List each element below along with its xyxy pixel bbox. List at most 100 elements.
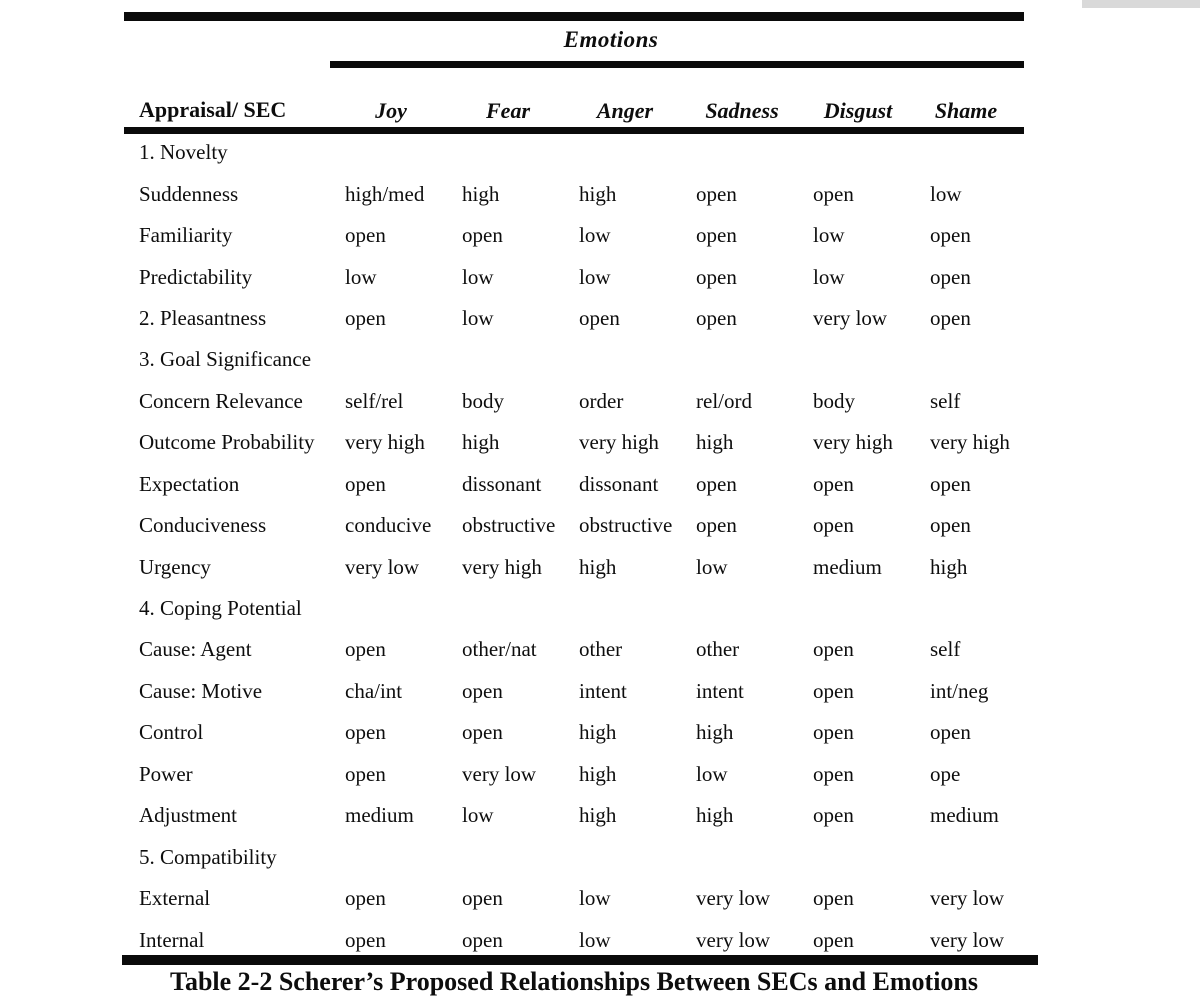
- cell-joy: very high: [345, 430, 425, 455]
- column-header-disgust: Disgust: [823, 98, 893, 123]
- cell-disgust: low: [813, 264, 845, 289]
- cell-joy: open: [345, 927, 386, 952]
- table-row: Conduciveness conducive obstructive obst…: [124, 505, 1024, 546]
- cell-fear: obstructive: [462, 513, 556, 538]
- cell-fear: body: [462, 388, 504, 413]
- cell-shame: very low: [930, 886, 1005, 911]
- table-row: Cause: Agent open other/nat other other …: [124, 629, 1024, 670]
- table-row: Familiarity open open low open low open: [124, 215, 1024, 256]
- cell-anger: low: [579, 886, 611, 911]
- cell-joy: open: [345, 637, 386, 662]
- row-label: 1. Novelty: [139, 140, 228, 165]
- cell-anger: dissonant: [579, 471, 659, 496]
- cell-shame: open: [930, 471, 971, 496]
- cell-disgust: low: [813, 223, 845, 248]
- cell-sadness: open: [696, 181, 737, 206]
- table-row: Cause: Motive cha/int open intent intent…: [124, 671, 1024, 712]
- cell-joy: open: [345, 471, 386, 496]
- header-rule: [124, 127, 1024, 134]
- scan-artifact: [1082, 0, 1200, 8]
- cell-disgust: open: [813, 471, 854, 496]
- table-row: Urgency very low very high high low medi…: [124, 546, 1024, 587]
- cell-disgust: open: [813, 761, 854, 786]
- cell-disgust: open: [813, 678, 854, 703]
- table-row-section: 3. Goal Significance: [124, 339, 1024, 380]
- cell-fear: high: [462, 430, 500, 455]
- cell-disgust: open: [813, 886, 854, 911]
- cell-anger: high: [579, 554, 617, 579]
- row-label: Adjustment: [139, 803, 237, 828]
- row-label: Concern Relevance: [139, 388, 303, 413]
- cell-fear: other/nat: [462, 637, 537, 662]
- table-row: External open open low very low open ver…: [124, 878, 1024, 919]
- table-bottom-rule: [122, 955, 1038, 965]
- cell-shame: low: [930, 181, 962, 206]
- cell-anger: intent: [579, 678, 627, 703]
- cell-shame: open: [930, 223, 971, 248]
- cell-fear: low: [462, 803, 494, 828]
- emotions-group-header: Emotions: [563, 27, 659, 52]
- cell-disgust: very low: [813, 305, 888, 330]
- cell-anger: high: [579, 803, 617, 828]
- cell-sadness: high: [696, 803, 734, 828]
- table-body: 1. Novelty Suddenness high/med high high…: [124, 132, 1024, 961]
- cell-shame: medium: [930, 803, 999, 828]
- cell-shame: int/neg: [930, 678, 989, 703]
- cell-joy: open: [345, 223, 386, 248]
- cell-anger: low: [579, 223, 611, 248]
- table-row: Power open very low high low open ope: [124, 754, 1024, 795]
- cell-anger: other: [579, 637, 623, 662]
- cell-fear: open: [462, 886, 503, 911]
- table-row: Concern Relevance self/rel body order re…: [124, 381, 1024, 422]
- cell-sadness: rel/ord: [696, 388, 752, 413]
- cell-fear: very high: [462, 554, 542, 579]
- row-label: 2. Pleasantness: [139, 305, 267, 330]
- row-label: External: [139, 886, 211, 911]
- cell-disgust: open: [813, 513, 854, 538]
- cell-joy: high/med: [345, 181, 425, 206]
- row-label: Predictability: [139, 264, 253, 289]
- row-label: Cause: Agent: [139, 637, 252, 662]
- row-label: 4. Coping Potential: [139, 596, 302, 621]
- column-header-shame: Shame: [934, 98, 998, 123]
- table-row: Suddenness high/med high high open open …: [124, 173, 1024, 214]
- row-label: 3. Goal Significance: [139, 347, 312, 372]
- table-row: Expectation open dissonant dissonant ope…: [124, 464, 1024, 505]
- column-header-anger: Anger: [596, 98, 654, 123]
- cell-fear: low: [462, 264, 494, 289]
- cell-fear: very low: [462, 761, 537, 786]
- cell-shame: very low: [930, 927, 1005, 952]
- cell-shame: self: [930, 637, 961, 662]
- cell-fear: dissonant: [462, 471, 542, 496]
- row-label: Power: [139, 761, 193, 786]
- row-label: Familiarity: [139, 223, 233, 248]
- cell-sadness: very low: [696, 927, 771, 952]
- column-header-joy: Joy: [375, 98, 407, 123]
- cell-shame: open: [930, 264, 971, 289]
- cell-sadness: intent: [696, 678, 744, 703]
- cell-disgust: medium: [813, 554, 882, 579]
- cell-anger: low: [579, 264, 611, 289]
- cell-joy: open: [345, 305, 386, 330]
- cell-disgust: open: [813, 803, 854, 828]
- cell-disgust: open: [813, 637, 854, 662]
- cell-shame: open: [930, 720, 971, 745]
- cell-sadness: low: [696, 554, 728, 579]
- cell-sadness: very low: [696, 886, 771, 911]
- cell-sadness: open: [696, 223, 737, 248]
- cell-disgust: open: [813, 927, 854, 952]
- cell-sadness: low: [696, 761, 728, 786]
- table-row: Outcome Probability very high high very …: [124, 422, 1024, 463]
- column-header-sadness: Sadness: [705, 98, 779, 123]
- cell-fear: low: [462, 305, 494, 330]
- table-row: Control open open high high open open: [124, 712, 1024, 753]
- table-top-rule: [124, 12, 1024, 21]
- cell-shame: open: [930, 305, 971, 330]
- cell-anger: very high: [579, 430, 659, 455]
- cell-disgust: very high: [813, 430, 893, 455]
- cell-sadness: open: [696, 305, 737, 330]
- cell-fear: open: [462, 678, 503, 703]
- cell-anger: obstructive: [579, 513, 673, 538]
- cell-sadness: high: [696, 720, 734, 745]
- cell-sadness: high: [696, 430, 734, 455]
